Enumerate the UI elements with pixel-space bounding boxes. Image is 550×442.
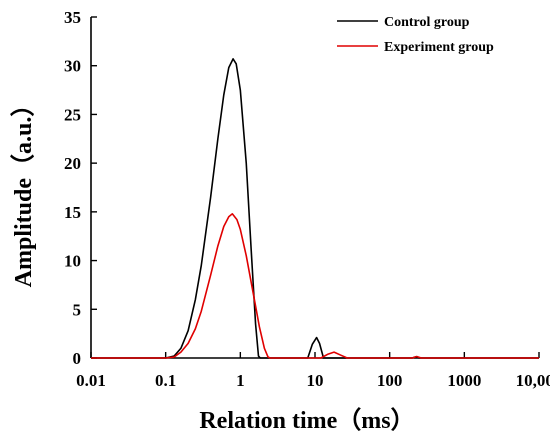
x-axis-title: Relation time（ms） <box>199 407 414 434</box>
y-tick-label: 35 <box>64 8 81 27</box>
x-tick-label: 1000 <box>447 371 481 390</box>
legend-label: Control group <box>384 15 470 30</box>
x-tick-label: 10,000 <box>516 371 550 390</box>
y-tick-label: 30 <box>64 57 81 76</box>
x-tick-label: 10 <box>307 371 324 390</box>
x-tick-label: 1 <box>236 371 245 390</box>
y-tick-label: 25 <box>64 105 81 124</box>
y-tick-label: 20 <box>64 154 81 173</box>
x-tick-label: 0.1 <box>155 371 176 390</box>
x-tick-label: 100 <box>377 371 403 390</box>
series-line-2 <box>91 213 539 359</box>
y-tick-label: 5 <box>73 300 82 319</box>
y-axis-title: Amplitude（a.u.） <box>10 93 37 288</box>
y-tick-label: 15 <box>64 203 81 222</box>
y-tick-label: 10 <box>64 252 81 271</box>
legend-label: Experiment group <box>384 40 494 55</box>
series-lines <box>91 58 539 359</box>
y-tick-label: 0 <box>73 349 82 368</box>
ticks: 0 5 10 15 20 25 30 35 0.01 0.1 1 10 100 1000 10,000 <box>64 8 550 390</box>
legend: Control group Experiment group <box>337 15 494 55</box>
x-tick-label: 0.01 <box>76 371 106 390</box>
axes <box>90 17 539 359</box>
series-line-1 <box>91 58 539 359</box>
